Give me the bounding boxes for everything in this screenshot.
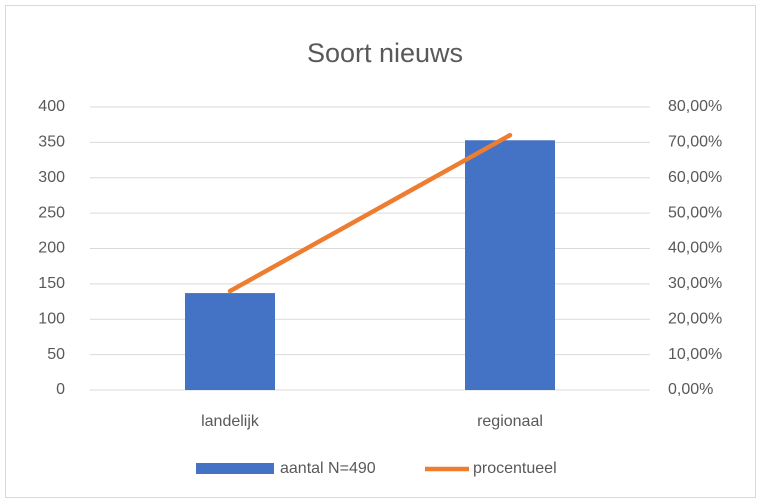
bar xyxy=(465,140,555,390)
y2-tick-label: 30,00% xyxy=(668,275,722,292)
legend-label: aantal N=490 xyxy=(280,460,376,477)
y-tick-label: 0 xyxy=(56,381,65,398)
legend-swatch xyxy=(196,463,274,474)
y-tick-label: 150 xyxy=(38,275,65,292)
y2-tick-label: 40,00% xyxy=(668,240,722,257)
legend-label: procentueel xyxy=(473,460,557,477)
y2-tick-label: 50,00% xyxy=(668,204,722,221)
y-tick-label: 250 xyxy=(38,204,65,221)
y-tick-label: 100 xyxy=(38,310,65,327)
y2-tick-label: 60,00% xyxy=(668,169,722,186)
y2-tick-label: 10,00% xyxy=(668,346,722,363)
y-tick-label: 200 xyxy=(38,240,65,257)
y-tick-label: 350 xyxy=(38,134,65,151)
chart-border xyxy=(5,5,756,498)
y-tick-label: 300 xyxy=(38,169,65,186)
chart-title: Soort nieuws xyxy=(307,38,463,68)
bar xyxy=(185,293,275,390)
x-tick-label: regionaal xyxy=(477,413,543,430)
line xyxy=(227,132,513,294)
y2-tick-label: 20,00% xyxy=(668,310,722,327)
y2-tick-label: 80,00% xyxy=(668,98,722,115)
y-tick-label: 50 xyxy=(47,346,65,363)
y-tick-label: 400 xyxy=(38,98,65,115)
y2-tick-label: 70,00% xyxy=(668,134,722,151)
y2-tick-label: 0,00% xyxy=(668,381,713,398)
x-tick-label: landelijk xyxy=(201,413,260,430)
